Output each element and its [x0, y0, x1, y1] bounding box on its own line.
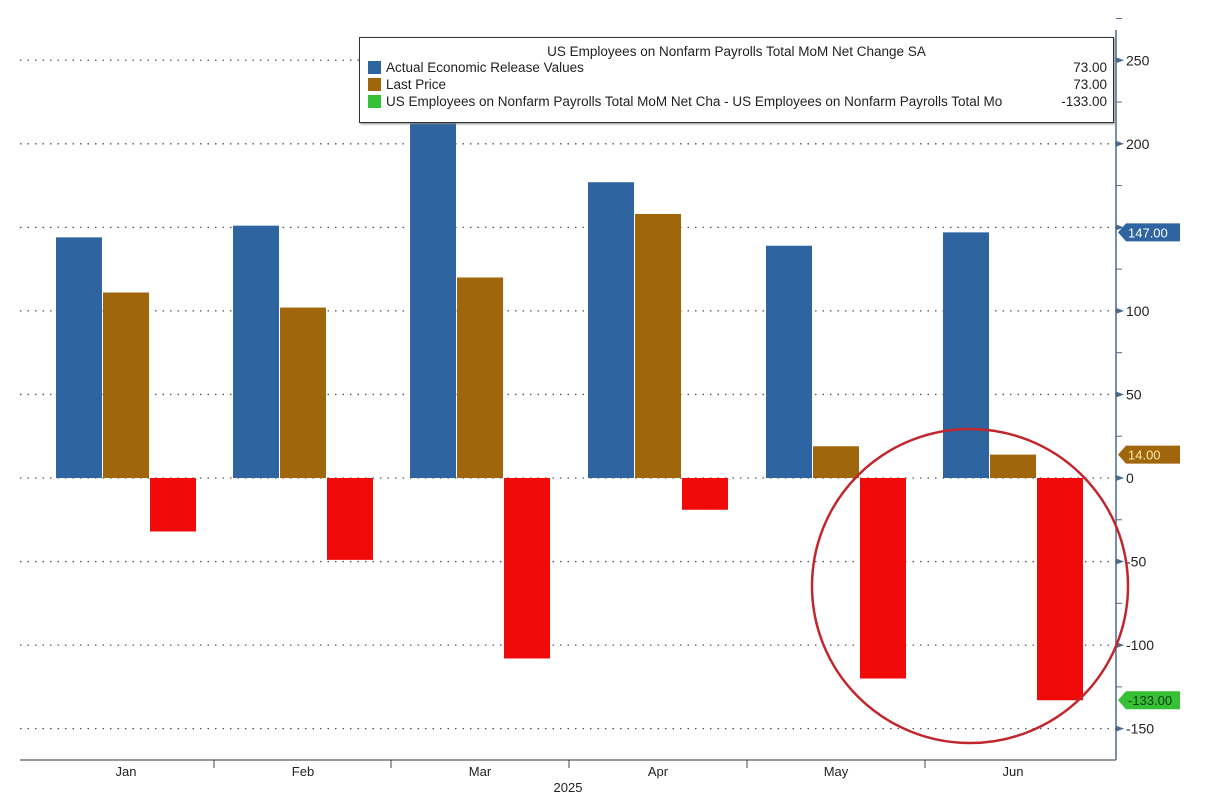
bar-apr-s1 — [635, 213, 681, 478]
legend-item: US Employees on Nonfarm Payrolls Total M… — [360, 93, 1113, 110]
y-tick-label: 50 — [1126, 386, 1142, 402]
tick-mark — [1116, 391, 1124, 398]
tick-mark — [1116, 558, 1124, 565]
y-tick-label: -50 — [1126, 554, 1146, 570]
axis-tag — [1118, 223, 1180, 242]
x-tick-label: Mar — [469, 764, 492, 779]
legend-value: 73.00 — [1073, 77, 1107, 92]
bar-mar-s1 — [457, 277, 503, 478]
bar-feb-s1 — [280, 307, 326, 478]
y-tick-label: 0 — [1126, 470, 1134, 486]
tick-mark — [1116, 307, 1124, 314]
x-axis-label: 2025 — [554, 780, 583, 795]
x-tick-label: Apr — [648, 764, 669, 779]
y-tick-label: 250 — [1126, 52, 1150, 68]
legend-swatch — [368, 78, 381, 91]
bar-may-s2 — [860, 478, 906, 679]
x-tick-label: Jun — [1003, 764, 1024, 779]
y-tick-label: 100 — [1126, 303, 1150, 319]
legend-label: US Employees on Nonfarm Payrolls Total M… — [386, 94, 1003, 109]
legend-value: 73.00 — [1073, 60, 1107, 75]
y-tick-label: 200 — [1126, 136, 1150, 152]
bar-jun-s0 — [943, 232, 989, 478]
bar-jan-s0 — [56, 237, 102, 478]
x-tick-label: Feb — [292, 764, 314, 779]
legend: US Employees on Nonfarm Payrolls Total M… — [359, 37, 1114, 123]
axis-tag-label: 14.00 — [1128, 448, 1161, 463]
tick-mark — [1116, 140, 1124, 147]
axis-tag-label: 147.00 — [1128, 225, 1168, 240]
tick-mark — [1116, 475, 1124, 481]
y-tick-label: -150 — [1126, 721, 1154, 737]
axis-tag-label: -133.00 — [1128, 693, 1172, 708]
legend-value: -133.00 — [1061, 94, 1107, 109]
bar-jan-s1 — [103, 292, 149, 478]
bar-feb-s0 — [233, 225, 279, 478]
bar-apr-s0 — [588, 182, 634, 478]
legend-label: Last Price — [386, 77, 447, 92]
x-tick-label: Jan — [116, 764, 137, 779]
bar-may-s1 — [813, 446, 859, 478]
bar-jun-s1 — [990, 454, 1036, 478]
bar-feb-s2 — [327, 478, 373, 560]
legend-item: Actual Economic Release Values 73.00 — [360, 59, 1113, 76]
y-tick-label: -100 — [1126, 637, 1154, 653]
bar-apr-s2 — [682, 478, 728, 510]
axis-tag — [1118, 445, 1180, 464]
x-tick-label: May — [824, 764, 849, 779]
legend-label: Actual Economic Release Values — [386, 60, 584, 75]
chart-title: US Employees on Nonfarm Payrolls Total M… — [547, 44, 926, 59]
tick-mark — [1116, 224, 1124, 231]
bar-mar-s2 — [504, 478, 550, 659]
bar-mar-s0 — [410, 90, 456, 478]
axis-tag — [1118, 691, 1180, 710]
legend-swatch — [368, 95, 381, 108]
legend-item: Last Price 73.00 — [360, 76, 1113, 93]
bar-jan-s2 — [150, 478, 196, 532]
highlight-circle — [810, 427, 1130, 745]
tick-mark — [1116, 725, 1124, 732]
legend-swatch — [368, 61, 381, 74]
bar-jun-s2 — [1037, 478, 1083, 701]
tick-mark — [1116, 57, 1124, 64]
bar-may-s0 — [766, 245, 812, 478]
